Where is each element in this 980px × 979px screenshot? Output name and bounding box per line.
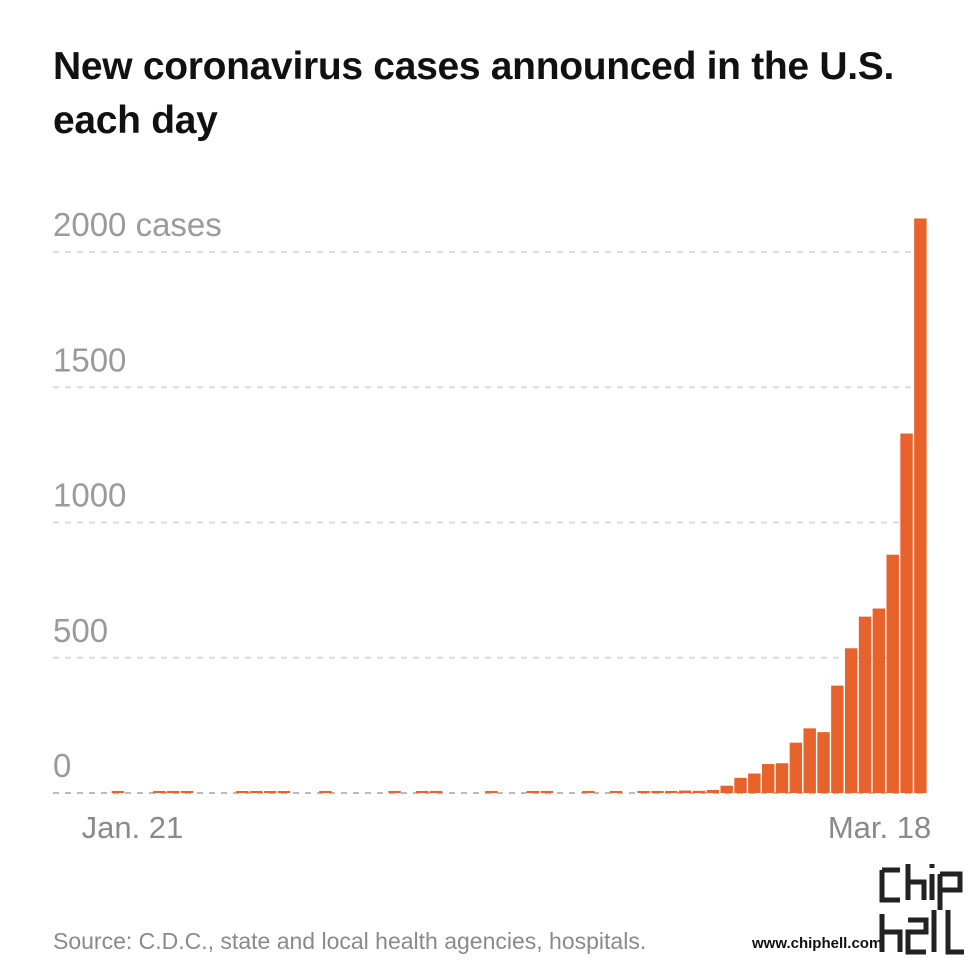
- bar: [651, 791, 664, 793]
- bar: [485, 791, 498, 793]
- y-tick-label: 1500: [53, 341, 126, 378]
- bar: [582, 791, 595, 793]
- bar: [111, 791, 125, 793]
- y-tick-label: 0: [53, 747, 71, 784]
- bar: [831, 685, 844, 793]
- bar: [236, 791, 249, 793]
- y-tick-label: 500: [53, 612, 108, 649]
- x-tick-label: Mar. 18: [828, 810, 931, 845]
- gridlines: [53, 251, 928, 794]
- x-axis-labels: Jan. 21 Mar. 18: [82, 810, 932, 845]
- bar: [429, 791, 443, 793]
- bar: [734, 777, 747, 793]
- bar: [609, 791, 623, 793]
- bar: [789, 742, 803, 793]
- bar: [678, 790, 692, 793]
- bar: [844, 648, 858, 793]
- bar: [319, 791, 332, 793]
- bar: [900, 433, 913, 793]
- chart-title: New coronavirus cases announced in the U…: [53, 45, 895, 142]
- y-tick-label: 1000: [53, 477, 126, 514]
- bar: [914, 218, 927, 793]
- bar: [692, 790, 706, 793]
- bar: [817, 732, 830, 793]
- bars: [111, 218, 927, 793]
- bar: [761, 764, 775, 793]
- bar: [263, 791, 277, 793]
- bar: [153, 791, 166, 793]
- bar: [872, 608, 886, 793]
- bar: [540, 791, 554, 793]
- bar: [706, 790, 720, 793]
- bar: [416, 791, 429, 793]
- bar: [167, 791, 180, 793]
- bar: [858, 616, 872, 793]
- source-note: Source: C.D.C., state and local health a…: [53, 928, 647, 954]
- bar: [180, 791, 194, 793]
- bar: [526, 791, 540, 793]
- chiphell-logo-icon: [879, 864, 964, 955]
- bar: [665, 791, 678, 793]
- bar: [775, 763, 789, 793]
- watermark-text: www.chiphell.com: [752, 935, 883, 952]
- bar: [886, 554, 899, 793]
- bar: [388, 791, 401, 793]
- bar: [803, 728, 816, 793]
- bar: [277, 791, 291, 793]
- bar: [748, 773, 761, 793]
- y-tick-label: 2000 cases: [53, 206, 222, 243]
- bar: [720, 785, 733, 793]
- bar: [250, 791, 263, 793]
- x-tick-label: Jan. 21: [82, 810, 184, 845]
- bar: [637, 791, 650, 793]
- y-axis-labels: 0 500 1000 1500 2000 cases: [53, 206, 222, 784]
